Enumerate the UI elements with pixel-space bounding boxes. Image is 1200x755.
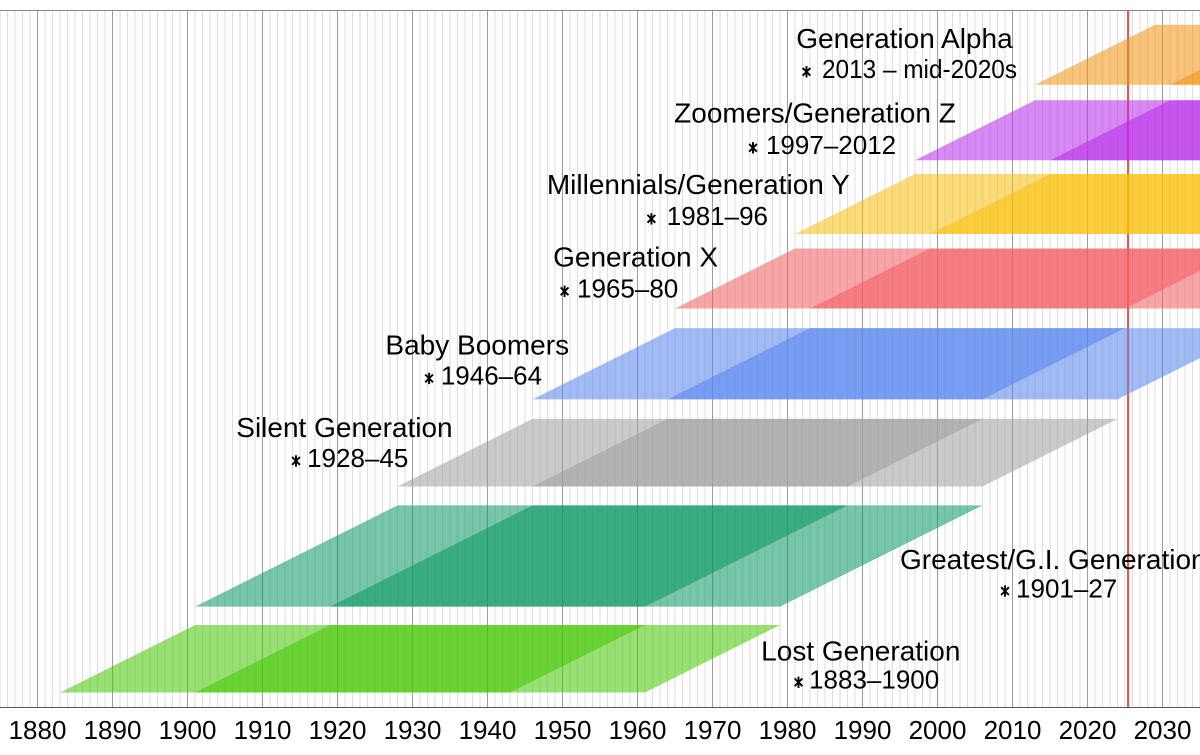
svg-text:1883–1900: 1883–1900 [809,665,939,695]
svg-text:1965–80: 1965–80 [577,274,678,304]
svg-text:Baby Boomers: Baby Boomers [385,330,569,361]
svg-text:2000: 2000 [909,715,967,745]
svg-text:1981–96: 1981–96 [667,201,768,231]
svg-text:Millennials/Generation Y: Millennials/Generation Y [547,169,850,200]
svg-text:2010: 2010 [984,715,1042,745]
svg-text:1960: 1960 [609,715,667,745]
svg-text:1900: 1900 [159,715,217,745]
svg-text:1910: 1910 [234,715,292,745]
svg-text:Silent Generation: Silent Generation [236,412,452,443]
svg-text:1930: 1930 [384,715,442,745]
svg-text:1890: 1890 [84,715,142,745]
svg-text:Zoomers/Generation Z: Zoomers/Generation Z [674,98,956,129]
svg-text:Generation Alpha: Generation Alpha [796,23,1013,54]
svg-text:1920: 1920 [309,715,367,745]
svg-text:2030: 2030 [1134,715,1192,745]
svg-text:1940: 1940 [459,715,517,745]
svg-text:1880: 1880 [9,715,67,745]
svg-text:2013 – mid-2020s: 2013 – mid-2020s [822,54,1017,84]
svg-text:1990: 1990 [834,715,892,745]
svg-text:Lost Generation: Lost Generation [761,635,960,666]
svg-text:1970: 1970 [684,715,742,745]
svg-text:1997–2012: 1997–2012 [766,130,896,160]
svg-text:Generation X: Generation X [553,242,718,273]
svg-text:1901–27: 1901–27 [1016,573,1117,603]
svg-text:1946–64: 1946–64 [441,361,542,391]
svg-text:Greatest/G.I. Generation: Greatest/G.I. Generation [900,544,1200,575]
svg-text:1950: 1950 [534,715,592,745]
svg-text:2020: 2020 [1059,715,1117,745]
svg-text:1980: 1980 [759,715,817,745]
svg-text:1928–45: 1928–45 [307,443,408,473]
